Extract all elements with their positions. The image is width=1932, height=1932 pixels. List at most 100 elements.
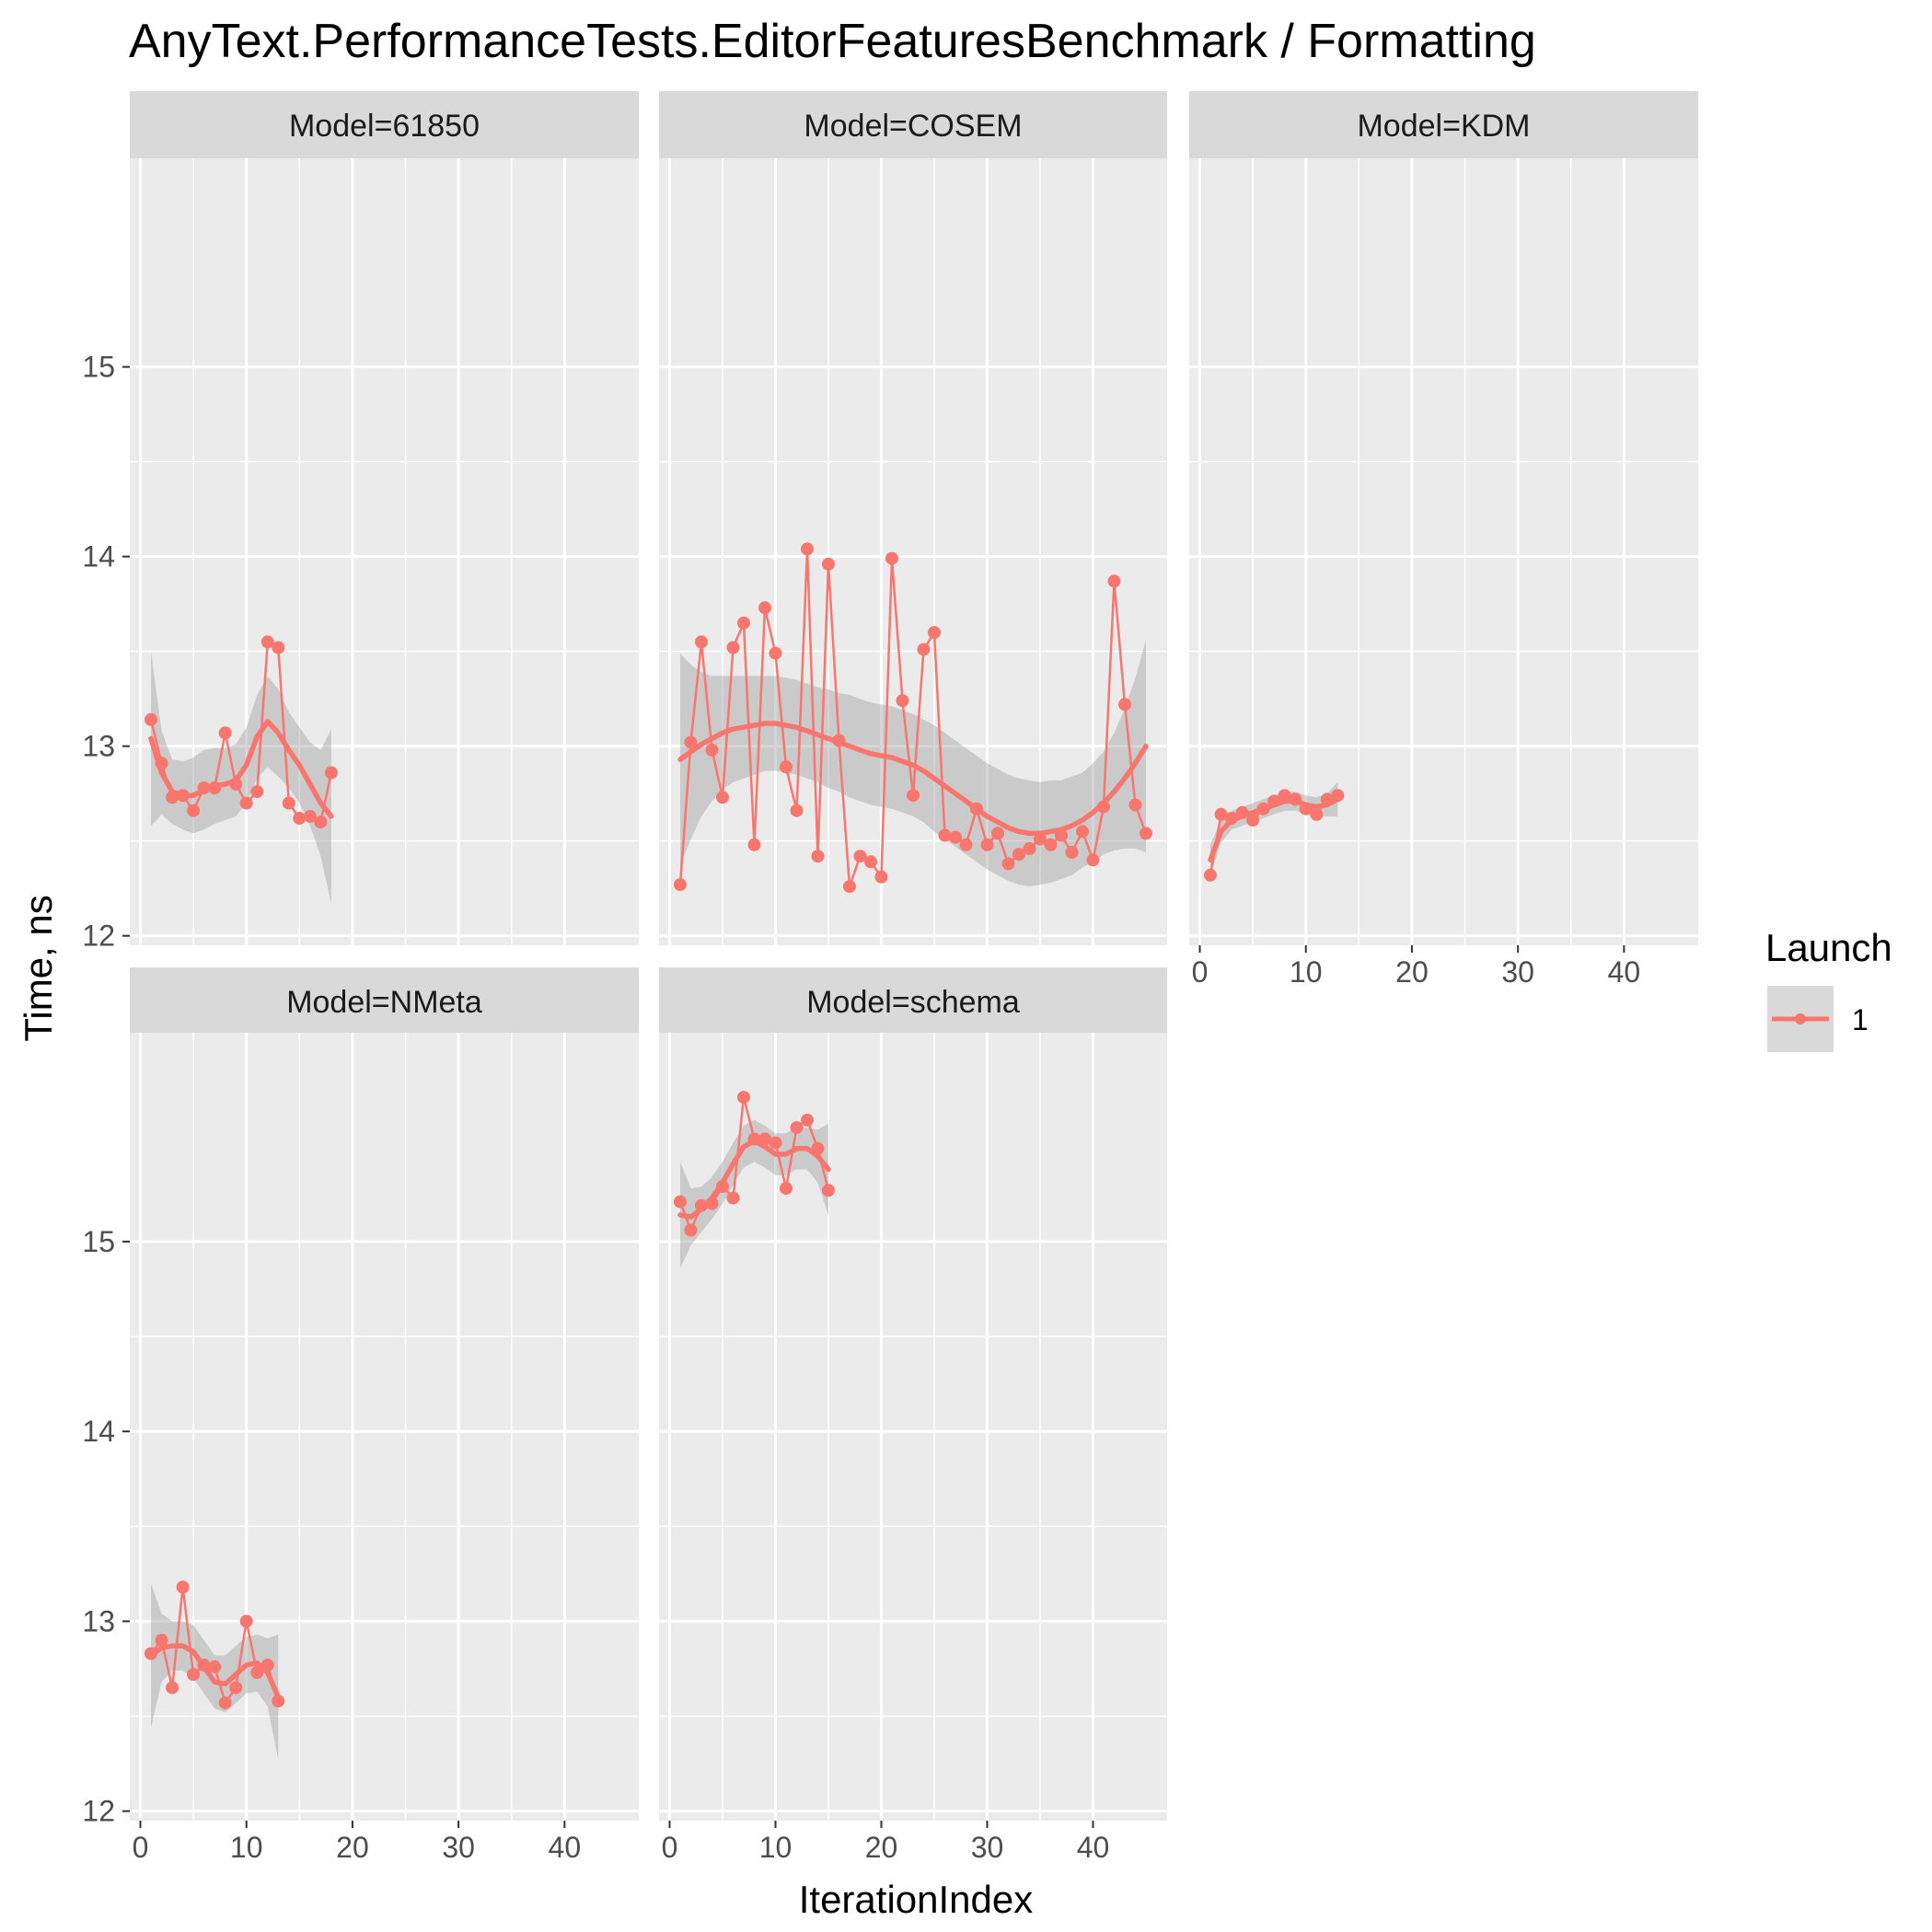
data-point [928,626,941,640]
legend-key-point [1795,1013,1806,1024]
facet-strip [659,91,1167,158]
x-tick-label: 0 [133,1831,149,1864]
data-point [1310,807,1324,821]
data-point [155,1634,168,1647]
data-point [145,1647,157,1660]
data-point [695,1198,708,1212]
data-point [758,1132,771,1146]
panel-background [1189,158,1698,945]
data-point [166,791,179,804]
x-axis-title: IterationIndex [799,1878,1034,1921]
data-point [187,1668,201,1682]
x-tick-label: 10 [1290,955,1323,989]
y-tick-label: 13 [82,730,115,763]
data-point [1012,848,1025,862]
data-point [790,1121,804,1135]
data-point [705,743,719,757]
facet-strip-label: Model=KDM [1357,109,1530,144]
data-point [272,641,285,654]
x-tick-label: 40 [1608,955,1641,989]
facet-strip [1189,91,1698,158]
data-point [811,1141,825,1155]
data-point [1289,792,1302,806]
data-point [674,1195,687,1209]
data-point [208,781,222,794]
data-point [769,1136,782,1150]
data-point [1320,792,1334,806]
data-point [790,804,804,817]
facet-strip-label: Model=COSEM [804,109,1022,144]
data-point [1097,800,1110,814]
smooth-line [677,721,1149,837]
data-point [239,1614,253,1628]
facet-panel: Model=schema 0 10 20 30 40 [659,967,1167,1864]
x-tick-label: 10 [759,1831,792,1864]
panel-background [130,1033,639,1821]
panel-background [659,1033,1167,1821]
data-point [1256,802,1270,816]
y-tick-label: 13 [82,1604,115,1637]
x-tick-label: 30 [442,1831,475,1864]
data-point [885,551,898,565]
data-point [1076,825,1089,839]
x-tick-label: 40 [1077,1831,1110,1864]
data-point [176,789,190,803]
data-point [1118,698,1131,711]
legend-entry-1: 1 [1852,1003,1868,1036]
data-point [695,635,708,649]
x-tick-label: 20 [1395,955,1429,989]
data-point [737,616,750,630]
data-point [970,802,983,816]
data-point [801,1113,814,1127]
data-point [843,880,856,894]
data-point [674,878,687,892]
data-point [239,796,253,810]
data-point [187,804,201,817]
data-point [864,855,877,869]
data-point [907,789,920,803]
data-point [155,757,168,770]
data-point [324,766,338,780]
data-point [1225,812,1239,825]
data-point [314,816,328,829]
data-point [208,1660,222,1673]
data-point [780,760,792,774]
legend-title: Launch [1765,926,1892,969]
data-point [229,777,243,791]
data-point [811,850,825,863]
data-point [1044,838,1058,851]
data-point [684,735,698,749]
data-point [801,542,814,556]
data-point [959,838,973,851]
data-point [853,850,867,863]
data-point [1034,832,1047,846]
data-point [260,635,274,649]
data-point [176,1580,190,1594]
data-point [991,827,1004,840]
data-point [1086,853,1100,867]
data-point [1065,846,1079,859]
data-point [303,809,317,823]
legend: Launch 1 [1765,926,1892,1052]
facet-panel: Model=61850 12 13 14 15 [82,91,639,953]
data-point [949,830,962,844]
data-point [229,1681,243,1695]
y-tick-label: 14 [82,1415,115,1448]
panel-background [659,158,1167,945]
facet-strip-label: Model=schema [806,985,1020,1020]
x-tick-label: 40 [549,1831,582,1864]
data-point [218,726,232,740]
data-point [938,828,952,842]
data-point [716,791,729,804]
data-point [980,838,994,851]
data-point [1001,857,1015,871]
data-point [917,642,931,656]
x-tick-label: 10 [230,1831,263,1864]
data-point [260,1658,274,1672]
data-point [272,1695,285,1708]
data-point [1214,807,1228,821]
data-point [1140,827,1152,840]
x-tick-label: 0 [1192,955,1209,989]
data-point [1246,814,1260,827]
data-point [166,1681,179,1695]
